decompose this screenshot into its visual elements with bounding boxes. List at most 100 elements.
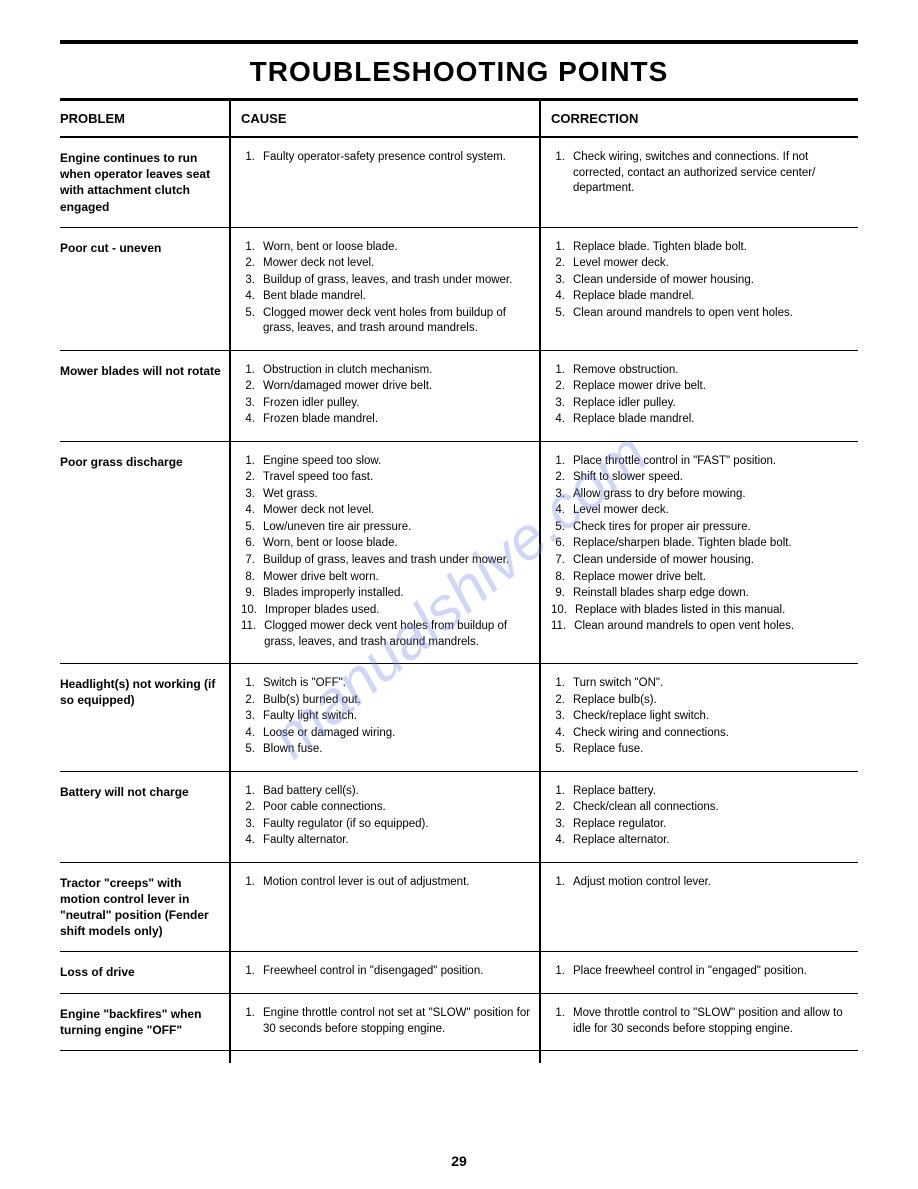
correction-item: 11.Clean around mandrels to open vent ho… <box>551 619 850 635</box>
correction-cell: 1.Turn switch "ON".2.Replace bulb(s).3.C… <box>540 664 858 772</box>
correction-item: 1.Place throttle control in "FAST" posit… <box>551 454 850 470</box>
cause-cell: 1.Engine throttle control not set at "SL… <box>230 994 540 1051</box>
correction-cell: 1.Place throttle control in "FAST" posit… <box>540 441 858 663</box>
cause-item: 3.Frozen idler pulley. <box>241 396 531 412</box>
table-row: Headlight(s) not working (if so equipped… <box>60 664 858 772</box>
cause-item: 10.Improper blades used. <box>241 603 531 619</box>
cause-item: 6.Worn, bent or loose blade. <box>241 536 531 552</box>
cause-item: 5.Blown fuse. <box>241 742 531 758</box>
correction-item: 9.Reinstall blades sharp edge down. <box>551 586 850 602</box>
correction-item: 2.Level mower deck. <box>551 256 850 272</box>
cause-item: 5.Low/uneven tire air pressure. <box>241 520 531 536</box>
cause-cell: 1.Worn, bent or loose blade.2.Mower deck… <box>230 227 540 350</box>
cause-item: 2.Bulb(s) burned out. <box>241 693 531 709</box>
correction-item: 4.Check wiring and connections. <box>551 726 850 742</box>
correction-cell: 1.Place freewheel control in "engaged" p… <box>540 952 858 994</box>
cause-item: 1.Freewheel control in "disengaged" posi… <box>241 964 531 980</box>
correction-item: 2.Replace mower drive belt. <box>551 379 850 395</box>
table-row: Battery will not charge1.Bad battery cel… <box>60 771 858 862</box>
table-row: Engine "backfires" when turning engine "… <box>60 994 858 1051</box>
correction-item: 1.Remove obstruction. <box>551 363 850 379</box>
correction-item: 2.Shift to slower speed. <box>551 470 850 486</box>
correction-item: 1.Adjust motion control lever. <box>551 875 850 891</box>
problem-cell: Poor grass discharge <box>60 441 230 663</box>
cause-item: 3.Wet grass. <box>241 487 531 503</box>
cause-item: 1.Switch is "OFF". <box>241 676 531 692</box>
table-row: Mower blades will not rotate1.Obstructio… <box>60 350 858 441</box>
problem-cell: Mower blades will not rotate <box>60 350 230 441</box>
cause-item: 9.Blades improperly installed. <box>241 586 531 602</box>
header-cause: CAUSE <box>230 101 540 137</box>
problem-cell: Tractor "creeps" with motion control lev… <box>60 862 230 952</box>
correction-item: 10.Replace with blades listed in this ma… <box>551 603 850 619</box>
problem-cell: Headlight(s) not working (if so equipped… <box>60 664 230 772</box>
correction-cell: 1.Adjust motion control lever. <box>540 862 858 952</box>
correction-item: 1.Turn switch "ON". <box>551 676 850 692</box>
cause-item: 3.Faulty light switch. <box>241 709 531 725</box>
cause-item: 11.Clogged mower deck vent holes from bu… <box>241 619 531 650</box>
cause-cell: 1.Freewheel control in "disengaged" posi… <box>230 952 540 994</box>
correction-cell: 1.Replace blade. Tighten blade bolt.2.Le… <box>540 227 858 350</box>
cause-item: 4.Loose or damaged wiring. <box>241 726 531 742</box>
cause-cell: 1.Bad battery cell(s).2.Poor cable conne… <box>230 771 540 862</box>
correction-cell: 1.Replace battery.2.Check/clean all conn… <box>540 771 858 862</box>
cause-item: 4.Frozen blade mandrel. <box>241 412 531 428</box>
cause-item: 4.Bent blade mandrel. <box>241 289 531 305</box>
table-row: Tractor "creeps" with motion control lev… <box>60 862 858 952</box>
correction-item: 7.Clean underside of mower housing. <box>551 553 850 569</box>
cause-item: 7.Buildup of grass, leaves and trash und… <box>241 553 531 569</box>
correction-cell: 1.Check wiring, switches and connections… <box>540 137 858 227</box>
cause-item: 5.Clogged mower deck vent holes from bui… <box>241 306 531 337</box>
cause-cell: 1.Switch is "OFF".2.Bulb(s) burned out.3… <box>230 664 540 772</box>
correction-item: 3.Clean underside of mower housing. <box>551 273 850 289</box>
cause-item: 1.Worn, bent or loose blade. <box>241 240 531 256</box>
page-number: 29 <box>60 1153 858 1169</box>
cause-item: 4.Faulty alternator. <box>241 833 531 849</box>
correction-item: 3.Replace regulator. <box>551 817 850 833</box>
cause-item: 8.Mower drive belt worn. <box>241 570 531 586</box>
cause-item: 1.Bad battery cell(s). <box>241 784 531 800</box>
correction-item: 4.Replace alternator. <box>551 833 850 849</box>
problem-cell: Poor cut - uneven <box>60 227 230 350</box>
problem-cell: Loss of drive <box>60 952 230 994</box>
cause-item: 3.Faulty regulator (if so equipped). <box>241 817 531 833</box>
problem-cell: Engine "backfires" when turning engine "… <box>60 994 230 1051</box>
correction-item: 1.Place freewheel control in "engaged" p… <box>551 964 850 980</box>
cause-cell: 1.Obstruction in clutch mechanism.2.Worn… <box>230 350 540 441</box>
cause-cell: 1.Motion control lever is out of adjustm… <box>230 862 540 952</box>
cause-item: 1.Obstruction in clutch mechanism. <box>241 363 531 379</box>
cause-item: 2.Travel speed too fast. <box>241 470 531 486</box>
cause-item: 1.Engine throttle control not set at "SL… <box>241 1006 531 1037</box>
correction-item: 4.Replace blade mandrel. <box>551 412 850 428</box>
cause-item: 1.Motion control lever is out of adjustm… <box>241 875 531 891</box>
correction-cell: 1.Remove obstruction.2.Replace mower dri… <box>540 350 858 441</box>
cause-item: 4.Mower deck not level. <box>241 503 531 519</box>
correction-item: 3.Allow grass to dry before mowing. <box>551 487 850 503</box>
table-row: Loss of drive 1.Freewheel control in "dis… <box>60 952 858 994</box>
cause-cell: 1.Faulty operator-safety presence contro… <box>230 137 540 227</box>
cause-item: 2.Mower deck not level. <box>241 256 531 272</box>
cause-item: 1.Engine speed too slow. <box>241 454 531 470</box>
cause-item: 2.Poor cable connections. <box>241 800 531 816</box>
cause-item: 1.Faulty operator-safety presence contro… <box>241 150 531 166</box>
correction-item: 1.Check wiring, switches and connections… <box>551 150 850 197</box>
correction-item: 3.Check/replace light switch. <box>551 709 850 725</box>
correction-item: 1.Replace battery. <box>551 784 850 800</box>
table-row: Poor grass discharge1.Engine speed too s… <box>60 441 858 663</box>
correction-item: 4.Replace blade mandrel. <box>551 289 850 305</box>
table-row: Engine continues to run when operator le… <box>60 137 858 227</box>
header-correction: CORRECTION <box>540 101 858 137</box>
correction-item: 5.Check tires for proper air pressure. <box>551 520 850 536</box>
header-problem: PROBLEM <box>60 101 230 137</box>
cause-cell: 1.Engine speed too slow.2.Travel speed t… <box>230 441 540 663</box>
correction-item: 2.Check/clean all connections. <box>551 800 850 816</box>
correction-item: 3.Replace idler pulley. <box>551 396 850 412</box>
troubleshooting-table: PROBLEM CAUSE CORRECTION Engine continue… <box>60 101 858 1063</box>
correction-item: 4.Level mower deck. <box>551 503 850 519</box>
correction-item: 5.Clean around mandrels to open vent hol… <box>551 306 850 322</box>
correction-item: 1.Move throttle control to "SLOW" positi… <box>551 1006 850 1037</box>
top-rule <box>60 40 858 44</box>
page-title: TROUBLESHOOTING POINTS <box>60 56 858 88</box>
table-row: Poor cut - uneven1.Worn, bent or loose b… <box>60 227 858 350</box>
correction-cell: 1.Move throttle control to "SLOW" positi… <box>540 994 858 1051</box>
